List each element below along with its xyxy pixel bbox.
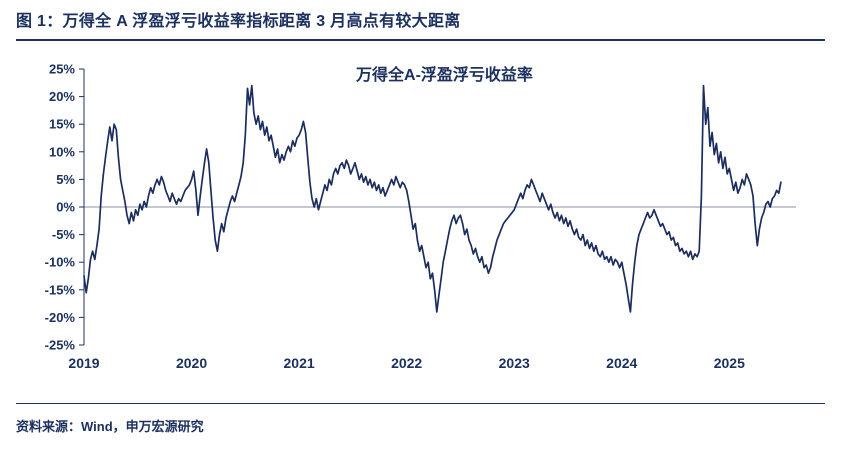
figure-title: 图 1：万得全 A 浮盈浮亏收益率指标距离 3 月高点有较大距离: [16, 13, 461, 30]
svg-text:2022: 2022: [391, 355, 422, 371]
source-note: 资料来源：Wind，申万宏源研究: [16, 419, 204, 434]
svg-text:15%: 15%: [49, 117, 75, 132]
svg-text:0%: 0%: [56, 200, 75, 215]
svg-text:-15%: -15%: [45, 282, 76, 297]
svg-text:2023: 2023: [499, 355, 530, 371]
svg-text:2024: 2024: [606, 355, 637, 371]
svg-text:25%: 25%: [49, 62, 75, 77]
svg-text:-10%: -10%: [45, 255, 76, 270]
svg-text:20%: 20%: [49, 89, 75, 104]
svg-text:2020: 2020: [176, 355, 207, 371]
svg-text:10%: 10%: [49, 144, 75, 159]
svg-text:2025: 2025: [714, 355, 745, 371]
svg-text:-5%: -5%: [52, 227, 76, 242]
svg-text:-20%: -20%: [45, 310, 76, 325]
title-divider: [16, 39, 825, 41]
svg-text:2021: 2021: [284, 355, 315, 371]
footer-divider: [16, 403, 825, 404]
line-chart: 25% 20% 15% 10% 5% 0% -5% -10% -15% -20% -25% 2019 2…: [45, 62, 796, 371]
svg-text:5%: 5%: [56, 172, 75, 187]
chart-area: 万得全A-浮盈浮亏收益率 25% 20% 15% 10% 5% 0% -5% -10% -15%…: [26, 55, 825, 377]
svg-text:-25%: -25%: [45, 338, 76, 353]
svg-text:2019: 2019: [68, 355, 99, 371]
